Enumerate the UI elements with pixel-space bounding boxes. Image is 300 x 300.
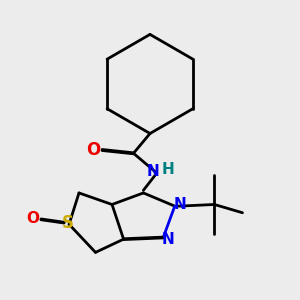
Text: N: N: [162, 232, 175, 247]
Text: H: H: [161, 162, 174, 177]
Text: S: S: [61, 214, 74, 232]
Text: N: N: [147, 164, 160, 179]
Text: N: N: [173, 197, 186, 212]
Text: O: O: [86, 141, 100, 159]
Text: O: O: [26, 211, 39, 226]
